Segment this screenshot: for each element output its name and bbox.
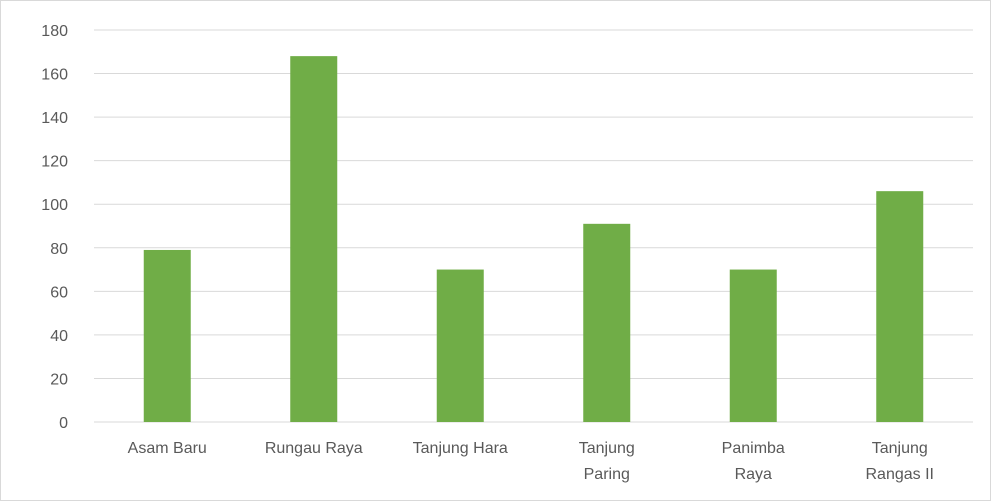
x-category-label: Asam Baru (128, 440, 207, 457)
x-category-label: Tanjung Hara (413, 440, 508, 457)
x-category-label: Rungau Raya (265, 440, 363, 457)
y-tick-label: 160 (41, 67, 68, 84)
y-tick-label: 20 (50, 371, 68, 388)
bars (143, 56, 924, 423)
x-category-label-line: Panimba (722, 440, 785, 457)
y-tick-label: 140 (41, 110, 68, 127)
x-category-label-line: Tanjung Hara (413, 440, 508, 457)
x-category-label-line: Rungau Raya (265, 440, 363, 457)
y-tick-label: 180 (41, 23, 68, 40)
y-tick-label: 0 (59, 415, 68, 432)
y-tick-label: 120 (41, 154, 68, 171)
y-tick-label: 60 (50, 284, 68, 301)
gridlines (94, 29, 973, 423)
x-category-label: Tanjung Rangas II (866, 440, 934, 483)
x-category-label-line: Raya (735, 466, 772, 483)
x-category-label-line: Asam Baru (128, 440, 207, 457)
y-axis-ticks: 0 20 40 60 80 100 120 140 160 180 (41, 23, 68, 432)
x-category-label-line: Paring (584, 466, 630, 483)
y-tick-label: 80 (50, 241, 68, 258)
x-category-label-line: Tanjung (579, 440, 635, 457)
x-category-label-line: Tanjung (872, 440, 928, 457)
bar (290, 56, 338, 423)
x-category-label-line: Rangas II (866, 466, 934, 483)
x-category-label: Panimba Raya (722, 440, 785, 483)
bar (143, 249, 191, 422)
x-axis-labels: Asam Baru Rungau Raya Tanjung Hara Tanjung P… (128, 440, 934, 483)
bar (876, 191, 924, 422)
bar (729, 269, 777, 422)
x-category-label: Tanjung Paring (579, 440, 635, 483)
y-tick-label: 100 (41, 197, 68, 214)
bar (436, 269, 484, 422)
y-tick-label: 40 (50, 328, 68, 345)
bar (583, 223, 631, 422)
